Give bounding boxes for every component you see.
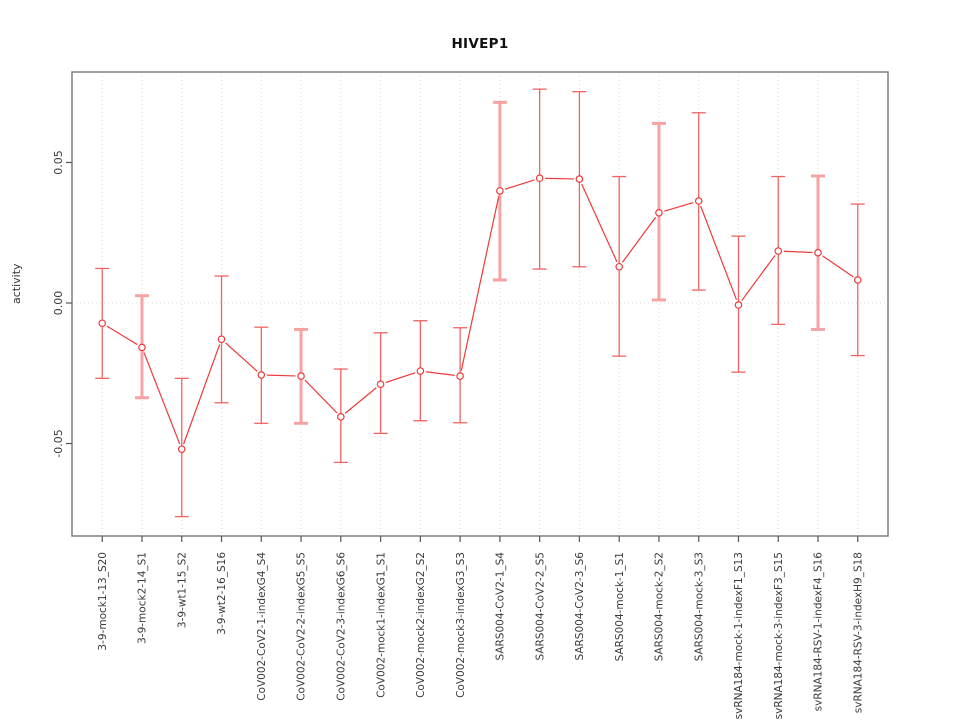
data-point <box>177 445 186 453</box>
x-tick-label: CoV002-mock3-indexG3_S3 <box>455 552 467 698</box>
series-segment <box>822 255 854 278</box>
series-segment <box>344 387 377 414</box>
x-tick-label: svRNA184-RSV-1-indexF4_S16 <box>813 552 825 712</box>
series-segment <box>143 352 181 445</box>
data-point <box>774 247 783 255</box>
x-tick-label: CoV002-CoV2-2-indexG5_S5 <box>296 552 308 701</box>
data-point <box>535 174 544 183</box>
x-tick-label: svRNA184-mock-1-indexF1_S13 <box>733 552 745 719</box>
data-point <box>734 301 743 309</box>
y-tick-label: 0.05 <box>52 150 65 175</box>
data-point <box>456 372 464 380</box>
data-point <box>98 319 107 328</box>
data-point <box>814 248 822 257</box>
series-segment <box>545 177 574 180</box>
x-tick-label: CoV002-mock1-indexG1_S1 <box>375 552 387 698</box>
data-point <box>575 175 584 183</box>
x-tick-label: 3-9-mock1-13_S20 <box>97 552 109 651</box>
x-tick-label: CoV002-CoV2-3-indexG6_S6 <box>335 552 347 701</box>
x-tick-label: SARS004-mock-2_S2 <box>654 552 666 661</box>
data-point <box>655 209 663 217</box>
x-tick-label: svRNA184-mock-3-indexF3_S15 <box>773 552 785 719</box>
x-tick-label: 3-9-wt2-16_S16 <box>216 552 228 635</box>
y-tick-label: -0.05 <box>52 429 65 457</box>
series-segment <box>700 205 738 301</box>
data-point <box>337 413 345 421</box>
series-segment <box>425 371 455 376</box>
series-segment <box>385 372 416 384</box>
chart-title: HIVEP1 <box>451 36 509 52</box>
series-segment <box>304 379 338 414</box>
data-point <box>138 343 146 352</box>
data-point <box>496 187 504 195</box>
data-point <box>297 372 305 380</box>
data-point <box>376 380 385 389</box>
data-point <box>416 367 425 375</box>
y-tick-label: 0.00 <box>52 291 65 316</box>
x-tick-label: 3-9-mock2-14_S1 <box>137 552 149 644</box>
series-segment <box>741 255 776 301</box>
x-tick-label: CoV002-CoV2-1-indexG4_S4 <box>256 552 268 701</box>
x-tick-label: 3-9-wt1-15_S2 <box>176 552 188 628</box>
data-point <box>257 371 266 379</box>
series-segment <box>504 179 535 190</box>
series-segment <box>183 344 221 445</box>
series-segment <box>581 183 618 263</box>
x-tick-label: SARS004-CoV2-2_S5 <box>534 552 546 661</box>
data-point <box>615 262 623 271</box>
x-tick-label: SARS004-CoV2-3_S6 <box>574 552 586 661</box>
series-segment <box>106 325 138 346</box>
series-segment <box>621 216 657 263</box>
x-tick-label: CoV002-mock2-indexG2_S2 <box>415 552 427 698</box>
x-tick-label: SARS004-mock-3_S3 <box>693 552 705 661</box>
x-tick-label: SARS004-mock-1_S1 <box>614 552 626 661</box>
series-segment <box>664 201 694 212</box>
data-point <box>853 276 862 284</box>
x-tick-label: svRNA184-RSV-3-indexH9_S18 <box>852 552 864 713</box>
data-point <box>694 197 703 205</box>
x-tick-label: SARS004-CoV2-1_S4 <box>495 552 507 661</box>
series-segment <box>266 374 296 377</box>
series-segment <box>783 250 813 254</box>
plot-box <box>71 71 889 537</box>
series-segment <box>460 196 500 371</box>
data-point <box>217 335 226 344</box>
series-segment <box>225 342 258 372</box>
